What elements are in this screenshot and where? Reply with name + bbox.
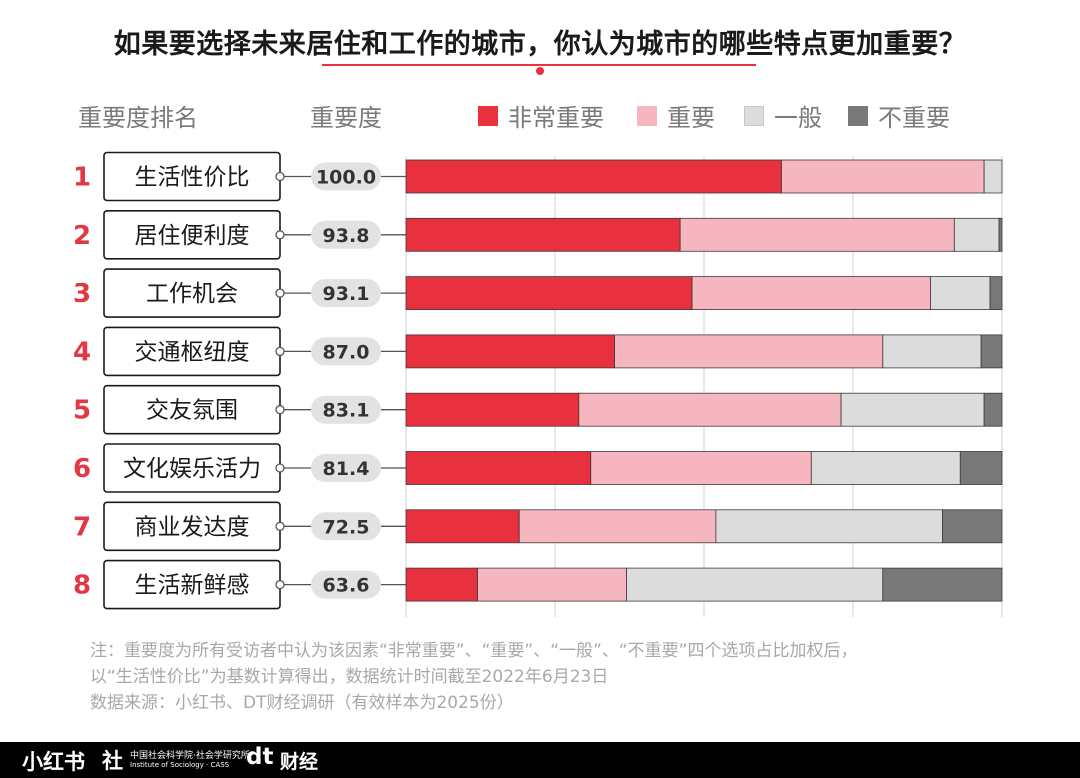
bar-segment-important <box>679 217 955 252</box>
connector-dot <box>275 171 285 182</box>
bar-segment-average <box>840 392 985 427</box>
rank-label: 1 <box>73 163 91 193</box>
bar-segment-not-important <box>998 217 1003 252</box>
connector-dot <box>275 346 285 357</box>
legend-item-important: 重要 <box>637 98 715 133</box>
legend-label-important: 重要 <box>667 104 715 132</box>
cass-logo-subtext: Institute of Sociology · CASS <box>130 761 230 769</box>
bar-segment-average <box>715 509 943 544</box>
connector-dot <box>275 230 285 240</box>
bar-segment-very-important <box>405 334 616 369</box>
bar-segment-average <box>953 217 1000 252</box>
xiaohongshu-logo: 小红书 <box>22 750 85 774</box>
category-label: 交友氛围 <box>146 398 238 424</box>
bar-segment-not-important <box>959 451 1003 485</box>
score-pill <box>311 570 381 599</box>
score-column-header: 重要度 <box>310 104 382 132</box>
score-pill <box>311 512 381 541</box>
connector-dot <box>275 521 285 531</box>
category-label: 工作机会 <box>146 281 238 307</box>
bar-segment-important <box>477 567 627 602</box>
bar-segment-not-important <box>882 567 1003 602</box>
rank-label: 3 <box>73 279 91 309</box>
bar-segment-very-important <box>405 159 782 194</box>
connector-dot <box>275 579 285 590</box>
bar-segment-very-important <box>405 451 592 485</box>
chart-title: 如果要选择未来居住和工作的城市，你认为城市的哪些特点更加重要？ <box>113 29 967 60</box>
score-label: 93.1 <box>323 283 370 305</box>
category-label: 生活性价比 <box>135 165 250 191</box>
score-pill <box>311 337 381 366</box>
score-pill <box>311 454 381 482</box>
score-pill <box>311 220 381 249</box>
bar-segment-important <box>781 159 985 194</box>
connector-dot <box>275 405 285 415</box>
bar-segment-average <box>930 276 991 311</box>
score-label: 93.8 <box>323 225 370 247</box>
bar-segment-average <box>810 451 961 485</box>
legend-swatch-very-important <box>478 105 498 126</box>
rank-label: 7 <box>73 512 91 542</box>
bar-segment-important <box>614 334 884 369</box>
score-label: 72.5 <box>323 516 370 538</box>
bar-segment-important <box>578 392 842 427</box>
bar-segment-average <box>626 567 884 602</box>
source-line: 数据来源：小红书、DT财经调研（有效样本为2025份） <box>90 693 514 713</box>
legend-swatch-average <box>744 105 764 126</box>
legend-item-very-important: 非常重要 <box>478 98 604 133</box>
category-label: 生活新鲜感 <box>135 573 250 599</box>
legend-item-average: 一般 <box>744 98 822 133</box>
legend-swatch-important <box>637 105 657 126</box>
bar-segment-not-important <box>942 509 1003 544</box>
title-dot <box>536 67 544 75</box>
category-label: 文化娱乐活力 <box>123 456 261 482</box>
cass-logo-text: 中国社会科学院·社会学研究所 <box>130 751 250 761</box>
connector-dot <box>275 288 285 298</box>
legend-label-very-important: 非常重要 <box>508 104 604 132</box>
rank-label: 5 <box>73 396 91 426</box>
bar-segment-very-important <box>405 509 520 544</box>
note-line-1: 注：重要度为所有受访者中认为该因素“非常重要”、“重要”、“一般”、“不重要”四… <box>90 641 858 661</box>
bar-segment-not-important <box>980 334 1003 369</box>
rank-label: 2 <box>73 221 91 251</box>
score-pill <box>311 162 381 191</box>
bar-segment-not-important <box>983 392 1003 427</box>
legend-swatch-not-important <box>848 105 868 126</box>
score-label: 63.6 <box>323 575 370 597</box>
dt-logo-text: 财经 <box>280 751 319 773</box>
legend-item-not-important: 不重要 <box>848 98 950 133</box>
rank-label: 8 <box>73 571 91 601</box>
note-line-2: 以“生活性价比”为基数计算得出，数据统计时间截至2022年6月23日 <box>90 667 609 687</box>
dt-logo-mark: dt <box>246 744 274 770</box>
category-label: 交通枢纽度 <box>135 339 250 365</box>
category-label: 居住便利度 <box>135 223 250 249</box>
bar-segment-average <box>983 159 1003 194</box>
bar-segment-important <box>590 451 812 485</box>
score-label: 81.4 <box>323 458 370 480</box>
title-underline <box>322 64 756 66</box>
rank-label: 6 <box>73 454 91 484</box>
bar-segment-important <box>518 509 717 544</box>
bar-segment-important <box>691 276 931 311</box>
bar-segment-average <box>882 334 982 369</box>
score-pill <box>311 279 381 308</box>
connector-dot <box>275 463 285 473</box>
stacked-bar-chart: 1 生活性价比 100.0 2 居住便利度 93.8 3 工作机会 93.1 4 交通枢纽度 87.0… <box>73 151 1003 618</box>
legend-label-average: 一般 <box>774 104 822 132</box>
bar-segment-very-important <box>405 392 580 427</box>
bar-segment-very-important <box>405 567 478 602</box>
cass-logo-mark: 社 <box>102 749 123 773</box>
footer-bar: 小红书 社 中国社会科学院·社会学研究所 Institute of Sociol… <box>0 742 1080 778</box>
score-label: 87.0 <box>323 341 370 363</box>
score-pill <box>311 395 381 424</box>
score-label: 100.0 <box>316 167 376 189</box>
rank-column-header: 重要度排名 <box>78 104 198 132</box>
bar-segment-very-important <box>405 276 693 311</box>
bar-segment-very-important <box>405 217 681 252</box>
bar-segment-not-important <box>989 276 1003 311</box>
category-label: 商业发达度 <box>135 514 250 540</box>
legend-label-not-important: 不重要 <box>878 104 950 132</box>
rank-label: 4 <box>73 337 91 367</box>
score-label: 83.1 <box>323 400 370 422</box>
